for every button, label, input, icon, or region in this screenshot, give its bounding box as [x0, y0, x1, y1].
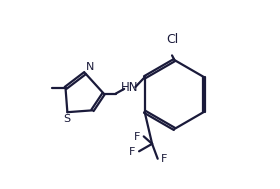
- Text: N: N: [86, 62, 94, 72]
- Text: Cl: Cl: [167, 33, 179, 46]
- Text: F: F: [129, 147, 136, 157]
- Text: HN: HN: [121, 81, 139, 94]
- Text: F: F: [160, 154, 167, 164]
- Text: S: S: [63, 114, 70, 124]
- Text: F: F: [134, 132, 140, 142]
